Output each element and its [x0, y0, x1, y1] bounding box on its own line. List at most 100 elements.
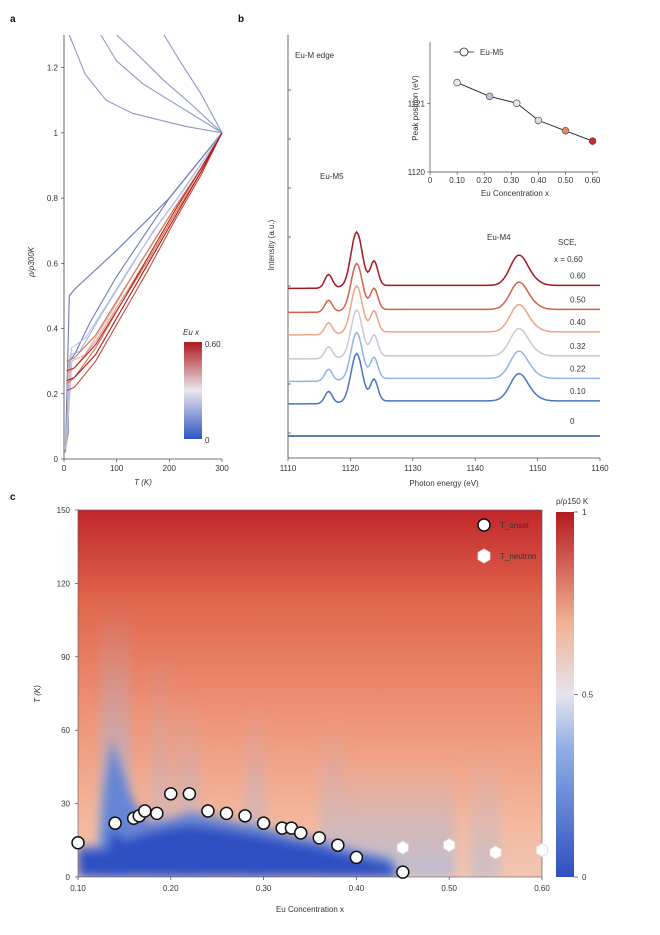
- panel-b-spectrum-label: 0.10: [570, 387, 586, 396]
- tc-onset-point: [396, 865, 410, 879]
- panel-a-colorbar-title: Eu x: [183, 328, 200, 337]
- panel-a-colorbar: [184, 342, 202, 439]
- panel-a-x-tick-label: 200: [163, 464, 177, 473]
- inset-data-point: [485, 92, 494, 101]
- panel-b-x-tick-label: 1150: [529, 464, 547, 473]
- panel-a-series-line: [66, 132, 223, 372]
- panel-c-y-label: T (K): [33, 685, 42, 703]
- tc-onset-point: [312, 831, 327, 845]
- panel-b-xas-chart: 1110 1120 1130 1140 1150 1160 0 0.10 0.22 0.32 0.…: [267, 35, 609, 488]
- panel-a-y-tick-label: 0.8: [47, 194, 59, 203]
- panel-b-spectrum-label: 0.50: [570, 296, 586, 305]
- panel-b-spectrum-label: 0.22: [570, 365, 586, 374]
- panel-c-frame: [77, 509, 543, 878]
- panel-b-x-label: Photon energy (eV): [409, 479, 479, 488]
- panel-b-m4-label: Eu-M4: [487, 233, 511, 242]
- tc-onset-point: [256, 816, 271, 830]
- panel-c-y-tick-label: 30: [61, 800, 70, 809]
- panel-c-x-tick-label: 0.60: [534, 884, 550, 893]
- panel-b-spectrum-label: 0.60: [570, 272, 586, 281]
- panel-b-sample-label: SCE,: [558, 238, 577, 247]
- tc-onset-point: [138, 804, 152, 818]
- panel-b-x-value-label: x = 0.60: [554, 255, 583, 264]
- t-neutron-point: [536, 843, 548, 858]
- panel-b-x-tick-label: 1120: [342, 464, 360, 473]
- inset-x-label: Eu Concentration x: [481, 189, 549, 198]
- tc-onset-point: [349, 850, 364, 865]
- panel-c-heatmap-area: [78, 510, 542, 877]
- panel-c-colorbar-tick-label: 0.5: [582, 691, 594, 700]
- panel-c-colorbar: [556, 512, 574, 877]
- panel-b-spectrum-line: [288, 352, 600, 405]
- panel-b-y-label: Intensity (a.u.): [267, 219, 276, 270]
- inset-x-tick-label: 0.30: [504, 176, 520, 185]
- legend-neutron-label: T_neutron: [500, 552, 536, 561]
- panel-b-x-tick-label: 1140: [467, 464, 485, 473]
- panel-c-colorbar-title: ρ/ρ150 K: [556, 497, 589, 506]
- inset-data-point: [453, 78, 461, 87]
- tc-onset-point: [219, 806, 234, 821]
- panel-a-series-line: [66, 132, 223, 392]
- inset-data-point: [588, 137, 597, 145]
- tc-onset-point: [238, 809, 252, 823]
- inset-data-point: [512, 99, 521, 107]
- panel-c-x-tick-label: 0.10: [70, 884, 86, 893]
- panel-b-x-tick-label: 1110: [280, 464, 297, 473]
- legend-onset-label: T_onset: [500, 521, 530, 530]
- tc-onset-point: [182, 787, 197, 801]
- panel-a-y-label: ρ/ρ300K: [27, 246, 36, 278]
- panel-a-series-line: [100, 34, 223, 134]
- inset-y-tick-label: 1121: [408, 99, 426, 108]
- inset-x-tick-label: 0.60: [585, 176, 601, 185]
- panel-c-x-tick-label: 0.40: [349, 884, 365, 893]
- panel-c-y-tick-label: 150: [57, 506, 71, 515]
- panel-a-y-tick-label: 1: [54, 129, 59, 138]
- panel-label-b: b: [238, 14, 244, 25]
- tc-onset-point: [71, 835, 85, 850]
- panel-c-y-tick-label: 60: [61, 726, 70, 735]
- panel-c-colorbar-tick-label: 0: [582, 873, 587, 882]
- panel-b-m5-label: Eu-M5: [320, 172, 344, 181]
- panel-a-colorbar-min-label: 0: [205, 436, 210, 445]
- panel-a-series-line: [65, 132, 223, 447]
- panel-c-x-label: Eu Concentration x: [276, 905, 344, 914]
- panel-b-spectrum-line: [288, 262, 600, 314]
- panel-a-x-tick-label: 300: [215, 464, 229, 473]
- inset-data-point: [534, 116, 543, 125]
- tc-onset-point: [108, 816, 122, 830]
- panel-a-series-line: [68, 34, 223, 134]
- t-neutron-point: [489, 845, 502, 860]
- panel-a-x-tick-label: 100: [110, 464, 124, 473]
- panel-b-spectrum-label: 0.32: [570, 342, 586, 351]
- inset-legend-label: Eu-M5: [480, 48, 504, 57]
- panel-c-x-tick-label: 0.20: [163, 884, 179, 893]
- panel-c-x-tick-label: 0.50: [441, 884, 457, 893]
- panel-a-y-tick-label: 0: [54, 455, 59, 464]
- panel-label-a: a: [10, 14, 16, 25]
- inset-line: [456, 82, 593, 142]
- inset-data-point: [561, 126, 570, 135]
- panel-a-series-line: [65, 132, 223, 450]
- panel-a-y-tick-label: 0.2: [47, 390, 59, 399]
- tc-onset-point: [331, 838, 345, 852]
- tc-onset-point: [201, 804, 215, 818]
- inset-y-tick-label: 1120: [408, 168, 426, 177]
- panel-a-x-tick-label: 0: [62, 464, 67, 473]
- t-neutron-point: [396, 840, 409, 855]
- panel-c-y-tick-label: 0: [66, 873, 71, 882]
- inset-y-label: Peak position (eV): [411, 75, 420, 141]
- inset-legend-marker: [459, 47, 469, 57]
- t-neutron-point: [443, 838, 456, 853]
- legend-neutron-marker: [477, 548, 491, 564]
- inset-x-tick-label: 0: [428, 176, 433, 185]
- panel-b-spectrum-line: [288, 308, 600, 360]
- panel-b-spectrum-line: [288, 284, 600, 336]
- tc-onset-point: [293, 826, 308, 840]
- legend-onset-marker: [477, 518, 491, 532]
- tc-onset-point: [164, 787, 178, 801]
- panel-a-series-line: [66, 132, 223, 382]
- panel-c-x-tick-label: 0.30: [256, 884, 272, 893]
- panel-b-spectrum-line: [288, 230, 600, 290]
